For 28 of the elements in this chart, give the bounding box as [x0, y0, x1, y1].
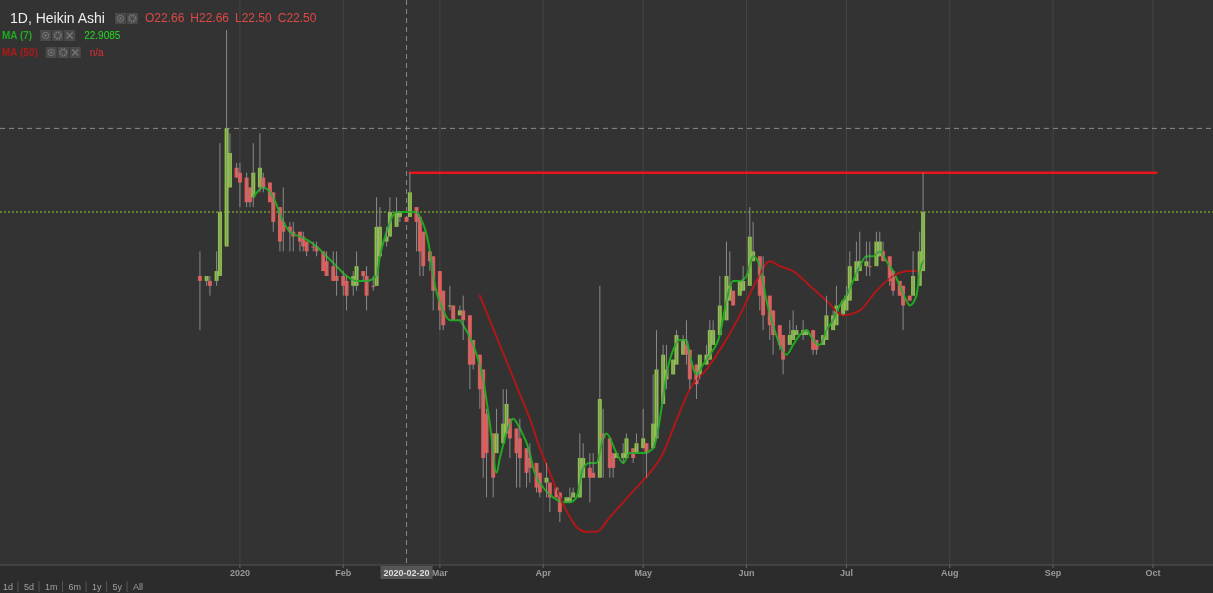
text: 1d: [3, 582, 14, 592]
text: MA (50): [2, 47, 38, 58]
x-tick-label: May: [634, 568, 652, 578]
x-tick-label: Sep: [1044, 568, 1062, 578]
text: H22.66: [190, 11, 230, 25]
text: 1m: [45, 582, 58, 592]
text: All: [133, 582, 144, 592]
x-tick-label: Aug: [940, 568, 959, 578]
chart-title: 1D, Heikin Ashi: [10, 10, 105, 26]
text: O22.66: [144, 11, 185, 25]
x-tick-label: Apr: [535, 568, 552, 578]
annotation: n/a: [89, 47, 105, 58]
candlestick: [841, 300, 846, 316]
text: C22.50: [277, 11, 317, 25]
annotation: 22.9085: [84, 30, 121, 41]
x-tick-label: Feb: [335, 568, 352, 578]
text: 1y: [92, 582, 103, 592]
text: 5d: [24, 582, 35, 592]
x-tick-label: Jul: [839, 568, 853, 578]
x-tick-label: Mar: [431, 568, 449, 578]
x-tick-label: Oct: [1145, 568, 1161, 578]
text: 5y: [112, 582, 123, 592]
x-tick-label: Jun: [738, 568, 755, 578]
text: L22.50: [235, 11, 273, 25]
x-tick-label: 2020: [229, 568, 250, 578]
text: 2020-02-20: [383, 568, 430, 578]
text: MA (7): [2, 30, 33, 41]
text: 6m: [68, 582, 82, 592]
